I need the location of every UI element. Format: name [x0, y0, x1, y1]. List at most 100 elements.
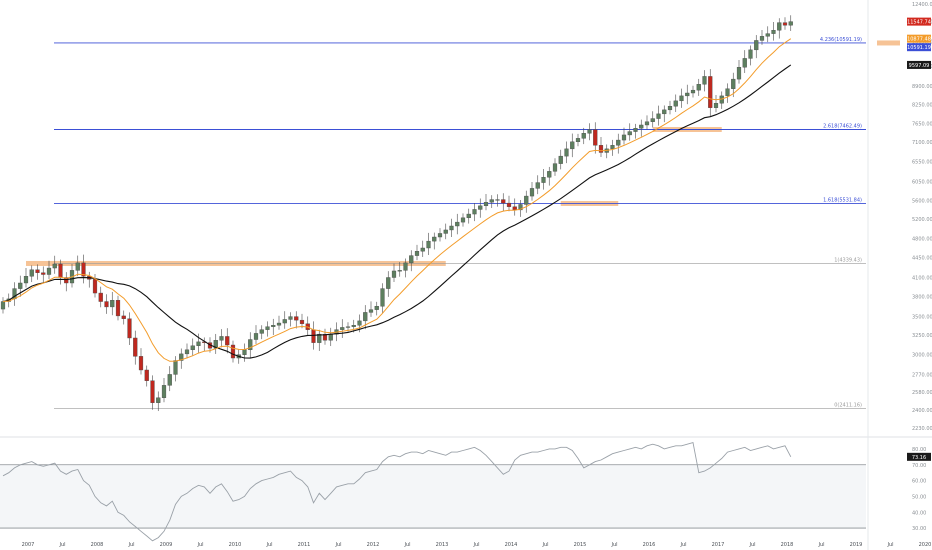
- candle[interactable]: [340, 327, 345, 330]
- candle[interactable]: [524, 195, 529, 205]
- candle[interactable]: [156, 397, 161, 403]
- candle[interactable]: [127, 318, 132, 339]
- candle[interactable]: [144, 369, 149, 381]
- candle[interactable]: [656, 113, 661, 119]
- candle[interactable]: [98, 292, 103, 302]
- candle[interactable]: [570, 141, 575, 150]
- candle[interactable]: [518, 204, 523, 211]
- candle[interactable]: [133, 337, 138, 357]
- candle[interactable]: [535, 182, 540, 189]
- candle[interactable]: [742, 58, 747, 68]
- candle[interactable]: [650, 118, 655, 122]
- candle[interactable]: [443, 229, 448, 234]
- candle[interactable]: [414, 251, 420, 256]
- candle[interactable]: [219, 336, 224, 341]
- candle[interactable]: [397, 270, 402, 272]
- candle[interactable]: [311, 329, 316, 343]
- candle[interactable]: [593, 129, 598, 146]
- candle[interactable]: [552, 163, 558, 172]
- candle[interactable]: [299, 319, 305, 324]
- candle[interactable]: [483, 202, 489, 207]
- candle[interactable]: [271, 325, 276, 327]
- candle[interactable]: [167, 374, 172, 386]
- candle[interactable]: [253, 333, 259, 340]
- candle[interactable]: [679, 95, 684, 102]
- candle[interactable]: [121, 315, 126, 319]
- candle[interactable]: [190, 345, 195, 351]
- candle[interactable]: [432, 236, 437, 242]
- candle[interactable]: [777, 22, 782, 31]
- candle[interactable]: [374, 306, 379, 310]
- candle[interactable]: [276, 322, 282, 326]
- candle[interactable]: [782, 22, 788, 26]
- candle[interactable]: [541, 177, 546, 183]
- candle[interactable]: [242, 349, 247, 355]
- candle[interactable]: [736, 67, 742, 80]
- candle[interactable]: [357, 320, 362, 326]
- candle[interactable]: [616, 139, 621, 146]
- candle[interactable]: [673, 100, 678, 107]
- candle[interactable]: [558, 155, 563, 164]
- candlestick-series[interactable]: [0, 15, 793, 412]
- candle[interactable]: [363, 312, 368, 322]
- candle[interactable]: [104, 301, 109, 308]
- candle[interactable]: [282, 319, 287, 324]
- candle[interactable]: [478, 205, 483, 210]
- candle[interactable]: [328, 333, 333, 341]
- candle[interactable]: [173, 360, 178, 375]
- candle[interactable]: [512, 206, 517, 211]
- candle[interactable]: [259, 329, 264, 334]
- candle[interactable]: [351, 325, 356, 327]
- candle[interactable]: [380, 288, 385, 307]
- candle[interactable]: [391, 270, 397, 278]
- candle[interactable]: [644, 121, 650, 126]
- candle[interactable]: [403, 262, 408, 271]
- candle[interactable]: [759, 36, 765, 41]
- candle[interactable]: [765, 33, 770, 37]
- candle[interactable]: [575, 138, 581, 143]
- candle[interactable]: [547, 171, 552, 178]
- candle[interactable]: [713, 103, 719, 108]
- candle[interactable]: [581, 133, 586, 139]
- candle[interactable]: [696, 84, 701, 91]
- candle[interactable]: [495, 199, 500, 201]
- candle[interactable]: [75, 262, 80, 271]
- candle[interactable]: [690, 89, 696, 94]
- candle[interactable]: [702, 76, 707, 85]
- candle[interactable]: [81, 262, 86, 277]
- candle[interactable]: [420, 247, 425, 252]
- candle[interactable]: [633, 128, 638, 132]
- candle[interactable]: [472, 209, 477, 215]
- candle[interactable]: [466, 213, 471, 219]
- candle[interactable]: [731, 78, 736, 89]
- candle[interactable]: [610, 145, 615, 150]
- candle[interactable]: [449, 225, 454, 231]
- candle[interactable]: [288, 316, 293, 320]
- candle[interactable]: [294, 316, 299, 321]
- candle[interactable]: [322, 333, 328, 341]
- candle[interactable]: [368, 309, 374, 313]
- price-axis[interactable]: 12400.0011550.0010650.009650.008900.0082…: [912, 2, 932, 532]
- candle[interactable]: [455, 221, 460, 227]
- candle[interactable]: [64, 277, 69, 284]
- candle[interactable]: [667, 106, 673, 111]
- candle[interactable]: [662, 109, 667, 115]
- candle[interactable]: [92, 279, 98, 294]
- candle[interactable]: [265, 326, 270, 330]
- candle[interactable]: [52, 263, 57, 269]
- candle[interactable]: [409, 255, 414, 264]
- candle[interactable]: [0, 301, 6, 310]
- candle[interactable]: [788, 21, 793, 26]
- candle[interactable]: [225, 336, 230, 346]
- candle[interactable]: [150, 380, 155, 403]
- candle[interactable]: [639, 124, 644, 129]
- candle[interactable]: [138, 356, 144, 371]
- candle[interactable]: [58, 263, 63, 278]
- candle[interactable]: [708, 76, 713, 108]
- candle[interactable]: [23, 276, 29, 284]
- candle[interactable]: [110, 300, 115, 308]
- candle[interactable]: [564, 148, 569, 157]
- candle[interactable]: [627, 131, 632, 136]
- candle[interactable]: [196, 341, 201, 346]
